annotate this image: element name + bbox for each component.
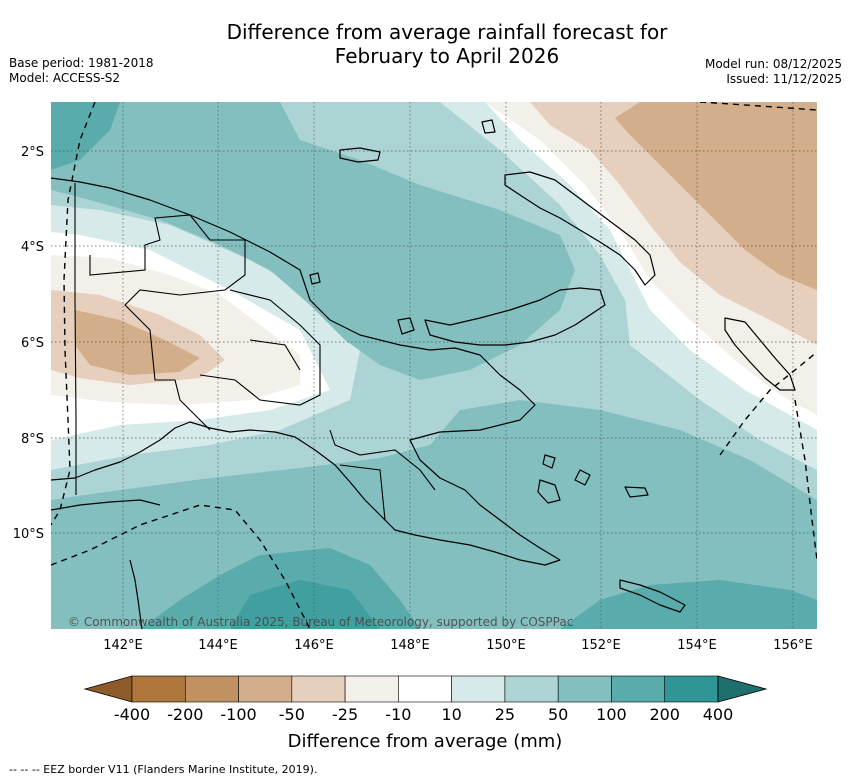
lon-tick-152e: 152°E	[581, 638, 621, 653]
colorbar-label: -100	[220, 705, 257, 724]
png-province-borders	[89, 214, 436, 521]
contour-200-400	[230, 580, 380, 629]
colorbar	[83, 675, 768, 703]
colorbar-extend-high	[717, 675, 768, 703]
new-hanover-island	[481, 119, 496, 134]
eez-southeast	[719, 351, 817, 456]
coastlines	[51, 119, 796, 629]
borders	[74, 183, 436, 521]
colorbar-swatch	[291, 675, 346, 703]
torres-strait-coast	[51, 499, 161, 511]
model-name: Model: ACCESS-S2	[9, 71, 121, 85]
cape-york-coast	[129, 559, 143, 629]
png-indonesia-border	[74, 183, 77, 495]
metadata-left: Base period: 1981-2018 Model: ACCESS-S2	[9, 56, 154, 86]
colorbar-swatch	[131, 675, 186, 703]
colorbar-label: -50	[278, 705, 305, 724]
contour-neg25-neg50	[51, 102, 817, 385]
louisiade-islands	[619, 579, 686, 613]
lon-tick-146e: 146°E	[294, 638, 334, 653]
lon-tick-labels: 142°E 144°E 146°E 148°E 150°E 152°E 154°…	[103, 638, 813, 653]
eez-footnote: -- -- -- EEZ border V11 (Flanders Marine…	[9, 763, 318, 776]
colorbar-swatch	[238, 675, 293, 703]
issued-date: Issued: 11/12/2025	[726, 72, 842, 86]
title-line-2: February to April 2026	[334, 44, 560, 68]
lat-tick-6s: 6°S	[21, 336, 44, 351]
colorbar-swatch	[184, 675, 239, 703]
colorbar-swatch	[504, 675, 559, 703]
lat-tick-8s: 8°S	[21, 432, 44, 447]
lat-tick-4s: 4°S	[21, 240, 44, 255]
colorbar-label: 50	[547, 705, 569, 724]
colorbar-label: 200	[649, 705, 680, 724]
new-britain-coast	[424, 287, 606, 346]
lon-tick-154e: 154°E	[677, 638, 717, 653]
lat-tick-10s: 10°S	[13, 527, 44, 542]
colorbar-swatch	[611, 675, 666, 703]
lon-tick-142e: 142°E	[103, 638, 143, 653]
manus-coast	[339, 147, 381, 163]
contour-neg50-neg100	[75, 102, 817, 375]
map-area: © Commonwealth of Australia 2025, Bureau…	[51, 102, 817, 629]
colorbar-swatch	[344, 675, 399, 703]
colorbar-swatch	[451, 675, 506, 703]
colorbar-extend-low	[83, 675, 133, 703]
metadata-right: Model run: 08/12/2025 Issued: 11/12/2025	[705, 57, 842, 87]
colorbar-label: -10	[385, 705, 412, 724]
karkar-island	[309, 272, 321, 285]
woodlark-island	[624, 486, 649, 498]
model-run: Model run: 08/12/2025	[704, 57, 842, 71]
colorbar-label: 400	[702, 705, 734, 724]
colorbar-title: Difference from average (mm)	[287, 731, 563, 752]
colorbar-label: -200	[167, 705, 204, 724]
lat-tick-2s: 2°S	[21, 145, 44, 160]
colorbar-label: 10	[441, 705, 462, 724]
contour-50-100	[51, 102, 817, 629]
eez-north	[699, 102, 817, 111]
eez-borders	[51, 102, 817, 629]
new-guinea-coast	[51, 177, 561, 566]
umboi-island	[397, 317, 415, 335]
base-period: Base period: 1981-2018	[9, 56, 154, 70]
colorbar-label: -25	[332, 705, 359, 724]
bougainville-coast	[724, 317, 796, 391]
copyright-text: © Commonwealth of Australia 2025, Bureau…	[68, 615, 573, 629]
eez-west	[51, 102, 96, 526]
lon-tick-144e: 144°E	[198, 638, 238, 653]
new-ireland-coast	[504, 171, 656, 286]
map-title: Difference from average rainfall forecas…	[0, 20, 850, 68]
lon-tick-150e: 150°E	[486, 638, 526, 653]
colorbar-label: 100	[596, 705, 627, 724]
lon-tick-156e: 156°E	[773, 638, 813, 653]
lat-tick-labels: 2°S 4°S 6°S 8°S 10°S	[13, 145, 44, 542]
colorbar-swatch	[557, 675, 612, 703]
colorbar-label: 25	[494, 705, 516, 724]
lon-tick-148e: 148°E	[390, 638, 430, 653]
title-line-1: Difference from average rainfall forecas…	[226, 20, 668, 44]
colorbar-swatch	[664, 675, 719, 703]
d-entrecasteaux-islands	[537, 469, 591, 504]
colorbar-label: -400	[113, 705, 151, 724]
eez-south	[51, 504, 311, 629]
colorbar-swatch	[398, 675, 452, 703]
trobriand-islands	[542, 454, 556, 469]
eez-east	[794, 399, 817, 561]
